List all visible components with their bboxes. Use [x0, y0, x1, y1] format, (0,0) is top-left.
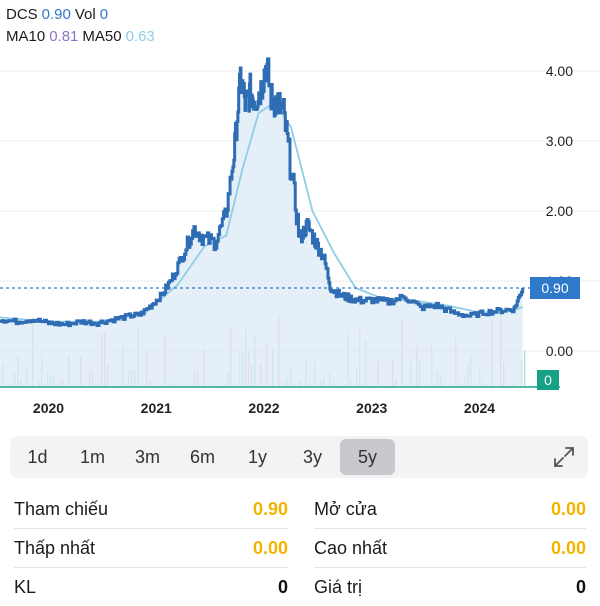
x-tick-label: 2021 — [141, 400, 172, 416]
range-button-5y[interactable]: 5y — [340, 439, 395, 475]
stat-high-label: Cao nhất — [314, 538, 388, 558]
range-button-1d[interactable]: 1d — [27, 447, 48, 467]
legend-ma50-value: 0.63 — [125, 28, 155, 45]
ticker-symbol: DCS — [6, 6, 38, 23]
stat-high-value: 0.00 — [550, 538, 586, 558]
x-axis-ticks: 2020 2021 2022 2023 2024 — [33, 400, 495, 416]
y-tick-label: 4.00 — [546, 63, 573, 79]
stat-low-label: Thấp nhất — [14, 538, 96, 558]
divider — [314, 567, 586, 568]
legend-ma10-label: MA10 — [6, 28, 46, 45]
range-button-1m[interactable]: 1m — [79, 447, 105, 467]
stat-open-label: Mở cửa — [314, 499, 377, 519]
x-tick-label: 2022 — [248, 400, 279, 416]
stat-value-label: Giá trị — [314, 577, 363, 597]
x-tick-label: 2024 — [464, 400, 495, 416]
stat-reference-value: 0.90 — [252, 499, 288, 519]
stat-reference-label: Tham chiếu — [14, 499, 109, 519]
expand-icon[interactable] — [552, 445, 576, 469]
legend-ma50-label: MA50 — [82, 28, 122, 45]
chart-legend-ma: MA10 0.81 MA50 0.63 — [6, 28, 159, 46]
divider — [14, 567, 288, 568]
price-line — [0, 57, 525, 328]
volume-bar — [524, 350, 526, 386]
stat-open-value: 0.00 — [550, 499, 586, 519]
stat-volume-value: 0 — [277, 577, 288, 597]
stat-low: Thấp nhất 0.00 — [14, 529, 288, 567]
stat-low-value: 0.00 — [252, 538, 288, 558]
stat-reference: Tham chiếu 0.90 — [14, 490, 288, 528]
stat-volume-label: KL — [14, 577, 37, 597]
range-button-1y[interactable]: 1y — [247, 447, 267, 467]
stat-volume: KL 0 — [14, 568, 288, 606]
legend-vol-value: 0 — [99, 6, 109, 23]
volume-badge: 0 — [537, 370, 559, 390]
legend-price-value: 0.90 — [41, 6, 71, 23]
time-range-selector: 1d 1m 3m 6m 1y 3y 5y — [10, 436, 588, 478]
x-tick-label: 2020 — [33, 400, 64, 416]
y-tick-label: 0.00 — [546, 343, 573, 359]
divider — [14, 528, 288, 529]
range-button-3y[interactable]: 3y — [302, 447, 322, 467]
chart-legend-price: DCS 0.90 Vol 0 — [6, 6, 112, 24]
range-button-6m[interactable]: 6m — [189, 447, 215, 467]
divider — [314, 528, 586, 529]
legend-vol-label: Vol — [74, 6, 96, 23]
current-price-badge: 0.90 — [530, 277, 580, 299]
price-area — [0, 58, 523, 386]
y-tick-label: 3.00 — [546, 133, 573, 149]
stat-high: Cao nhất 0.00 — [314, 529, 586, 567]
x-tick-label: 2023 — [356, 400, 387, 416]
range-button-3m[interactable]: 3m — [134, 447, 160, 467]
stat-value: Giá trị 0 — [314, 568, 586, 606]
stat-open: Mở cửa 0.00 — [314, 490, 586, 528]
y-axis-ticks: 4.003.002.001.000.00 — [546, 63, 573, 359]
stat-value-value: 0 — [575, 577, 586, 597]
y-tick-label: 2.00 — [546, 203, 573, 219]
price-chart[interactable]: 4.003.002.001.000.00 2020202120222023202… — [0, 50, 600, 425]
legend-ma10-value: 0.81 — [49, 28, 79, 45]
